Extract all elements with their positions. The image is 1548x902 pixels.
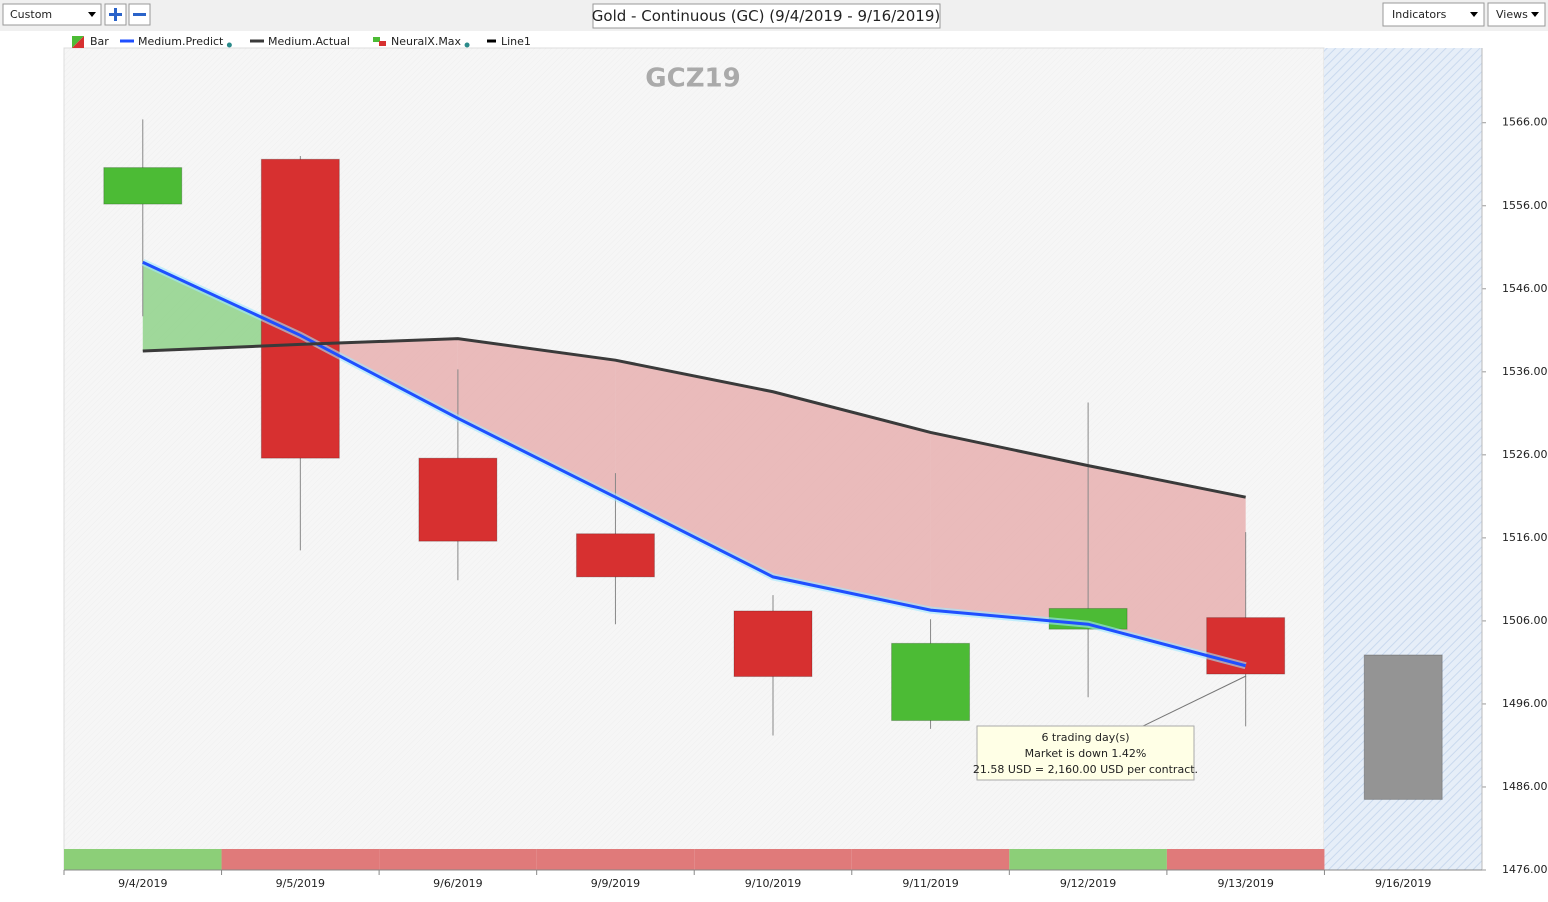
dropdown-arrow xyxy=(1470,12,1478,17)
dropdown-arrow xyxy=(88,12,96,17)
line xyxy=(142,337,1246,499)
x-tick-label: 9/4/2019 xyxy=(118,877,167,890)
legend-swatch xyxy=(72,36,84,48)
y-tick-label: 1556.00 xyxy=(1502,199,1548,212)
x-tick-label: 9/9/2019 xyxy=(591,877,640,890)
indicators-dropdown[interactable] xyxy=(1382,2,1485,27)
area-fill xyxy=(773,391,931,611)
x-tick-label: 9/12/2019 xyxy=(1060,877,1116,890)
legend-label: Medium.Predict xyxy=(138,35,224,48)
x-tick-label: 9/11/2019 xyxy=(902,877,958,890)
candle-body xyxy=(891,642,971,722)
area-fill xyxy=(142,262,301,352)
signal-band xyxy=(379,849,537,870)
y-tick-label: 1516.00 xyxy=(1502,531,1548,544)
annotation-text: Market is down 1.42% xyxy=(1025,747,1147,760)
views-label: Views xyxy=(1496,8,1528,21)
area-fill xyxy=(930,432,1089,625)
area-fill xyxy=(1088,465,1246,666)
x-tick-label: 9/10/2019 xyxy=(745,877,801,890)
legend-swatch xyxy=(373,37,380,42)
indicators-label: Indicators xyxy=(1392,8,1447,21)
annotation-box xyxy=(976,725,1195,781)
chart-title: GCZ19 xyxy=(645,64,740,94)
candle-body xyxy=(733,610,813,678)
candle-body xyxy=(260,158,340,459)
y-tick-label: 1476.00 xyxy=(1502,863,1548,876)
legend-label: Line1 xyxy=(501,35,531,48)
y-tick-label: 1496.00 xyxy=(1502,697,1548,710)
window-title: Gold - Continuous (GC) (9/4/2019 - 9/16/… xyxy=(592,7,940,25)
area-fill xyxy=(615,360,773,577)
annotation-leader xyxy=(1142,675,1247,727)
preset-dropdown[interactable] xyxy=(2,3,102,26)
y-tick-label: 1536.00 xyxy=(1502,365,1548,378)
candle-body xyxy=(418,457,498,542)
plus-icon xyxy=(109,8,122,21)
plot: 1476.00 1486.00 1496.00 1506.00 1516.00 1526.… xyxy=(63,48,1548,890)
annotation-text: 21.58 USD = 2,160.00 USD per contract. xyxy=(973,763,1198,776)
title-box xyxy=(592,3,941,29)
y-tick-label: 1546.00 xyxy=(1502,282,1548,295)
x-tick-label: 9/6/2019 xyxy=(433,877,482,890)
legend: Bar Medium.Predict Medium.Actual NeuralX.Ma… xyxy=(72,35,531,48)
signal-band xyxy=(536,849,695,870)
x-tick-label: 9/5/2019 xyxy=(276,877,325,890)
legend-label: NeuralX.Max xyxy=(391,35,462,48)
signal-band xyxy=(851,849,1010,870)
annotation-text: 6 trading day(s) xyxy=(1041,731,1129,744)
y-tick-label: 1566.00 xyxy=(1502,116,1548,129)
signal-band xyxy=(1166,849,1325,870)
signal-band xyxy=(1009,849,1167,870)
candle-body xyxy=(103,167,183,205)
x-tick-label: 9/16/2019 xyxy=(1375,877,1431,890)
signal-band xyxy=(694,849,852,870)
candle-body xyxy=(575,533,655,578)
y-tick-label: 1486.00 xyxy=(1502,780,1548,793)
legend-label: Medium.Actual xyxy=(268,35,350,48)
y-tick-label: 1526.00 xyxy=(1502,448,1548,461)
dropdown-arrow xyxy=(1531,12,1539,17)
signal-band xyxy=(221,849,380,870)
legend-dot xyxy=(464,42,470,48)
views-dropdown[interactable] xyxy=(1487,2,1546,27)
legend-label: Bar xyxy=(90,35,109,48)
signal-band xyxy=(64,849,222,870)
preset-label: Custom xyxy=(10,8,52,21)
y-tick-label: 1506.00 xyxy=(1502,614,1548,627)
area-fill xyxy=(457,338,616,498)
x-tick-label: 9/13/2019 xyxy=(1217,877,1273,890)
legend-dot xyxy=(226,42,232,48)
legend-swatch xyxy=(379,41,386,46)
candle-body xyxy=(1363,654,1443,800)
line xyxy=(142,260,1247,668)
